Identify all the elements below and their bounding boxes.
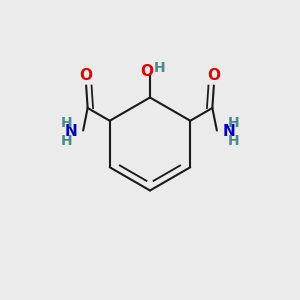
Text: H: H: [61, 116, 73, 130]
Text: H: H: [154, 61, 165, 75]
Text: H: H: [227, 134, 239, 148]
Text: H: H: [227, 116, 239, 130]
Text: N: N: [223, 124, 236, 140]
Text: O: O: [140, 64, 153, 80]
Text: H: H: [61, 134, 73, 148]
Text: O: O: [207, 68, 220, 82]
Text: N: N: [64, 124, 77, 140]
Text: O: O: [80, 68, 93, 82]
